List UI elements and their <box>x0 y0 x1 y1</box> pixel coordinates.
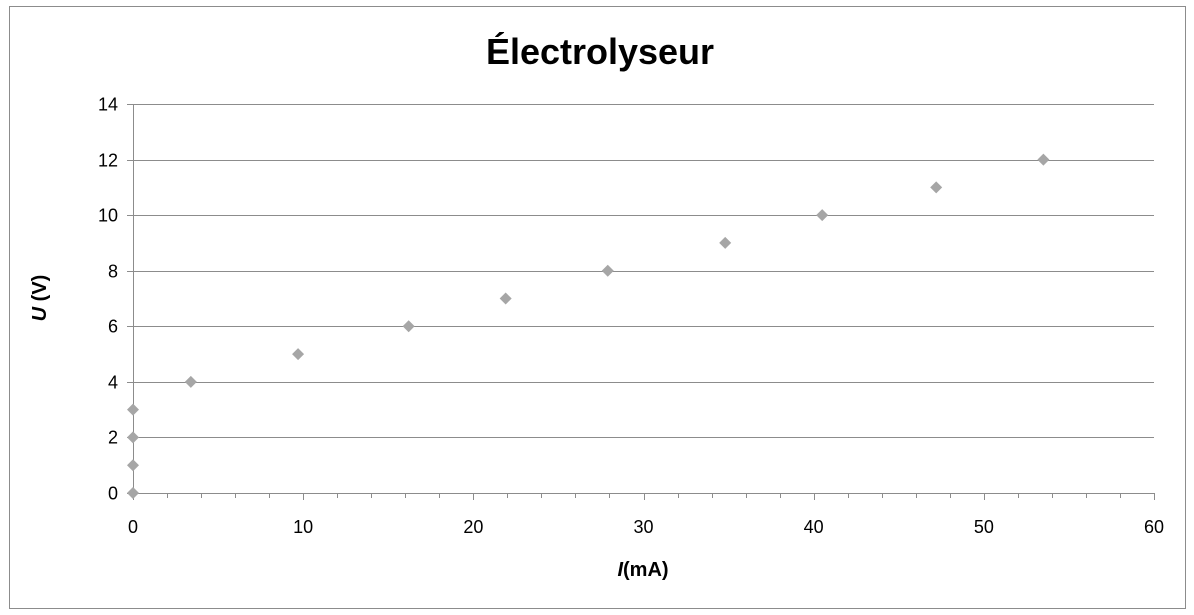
x-axis-title-symbol: I <box>617 559 623 581</box>
tick-labels: 0 2 4 6 8 10 12 14 0 10 20 30 40 50 60 <box>98 95 1164 538</box>
x-tick-label: 10 <box>293 517 313 537</box>
data-points <box>127 153 1050 499</box>
y-tick-label: 10 <box>98 206 118 226</box>
x-tick-label: 20 <box>463 517 483 537</box>
data-point <box>127 403 139 416</box>
data-point <box>402 320 415 333</box>
x-tick-label: 30 <box>633 517 653 537</box>
axes <box>127 104 1155 500</box>
x-tick-label: 40 <box>804 517 824 537</box>
y-tick-label: 12 <box>98 151 118 171</box>
x-axis-title: I(mA) <box>617 559 668 581</box>
chart-title: Électrolyseur <box>486 31 714 72</box>
y-tick-label: 2 <box>108 428 118 448</box>
data-point <box>1037 153 1050 166</box>
data-point <box>127 487 139 499</box>
data-point <box>930 181 943 194</box>
data-point <box>127 459 139 472</box>
chart-area <box>9 6 1186 609</box>
y-tick-label: 0 <box>108 484 118 504</box>
y-axis-title-unit: (V) <box>29 275 51 307</box>
data-point <box>816 209 829 222</box>
x-axis-title-unit: (mA) <box>623 559 669 581</box>
data-point <box>292 348 305 361</box>
y-tick-label: 4 <box>108 373 118 393</box>
data-point <box>601 264 614 277</box>
y-axis-title-symbol: U <box>29 306 51 321</box>
x-tick-label: 50 <box>974 517 994 537</box>
y-tick-label: 8 <box>108 262 118 282</box>
y-axis-title: U (V) <box>29 275 51 322</box>
y-tick-label: 6 <box>108 317 118 337</box>
y-tick-label: 14 <box>98 95 118 115</box>
data-point <box>719 236 732 249</box>
x-tick-label: 60 <box>1144 517 1164 537</box>
x-tick-label: 0 <box>128 517 138 537</box>
gridlines <box>133 104 1154 438</box>
data-point <box>184 375 197 388</box>
data-point <box>127 431 139 444</box>
data-point <box>499 292 512 305</box>
